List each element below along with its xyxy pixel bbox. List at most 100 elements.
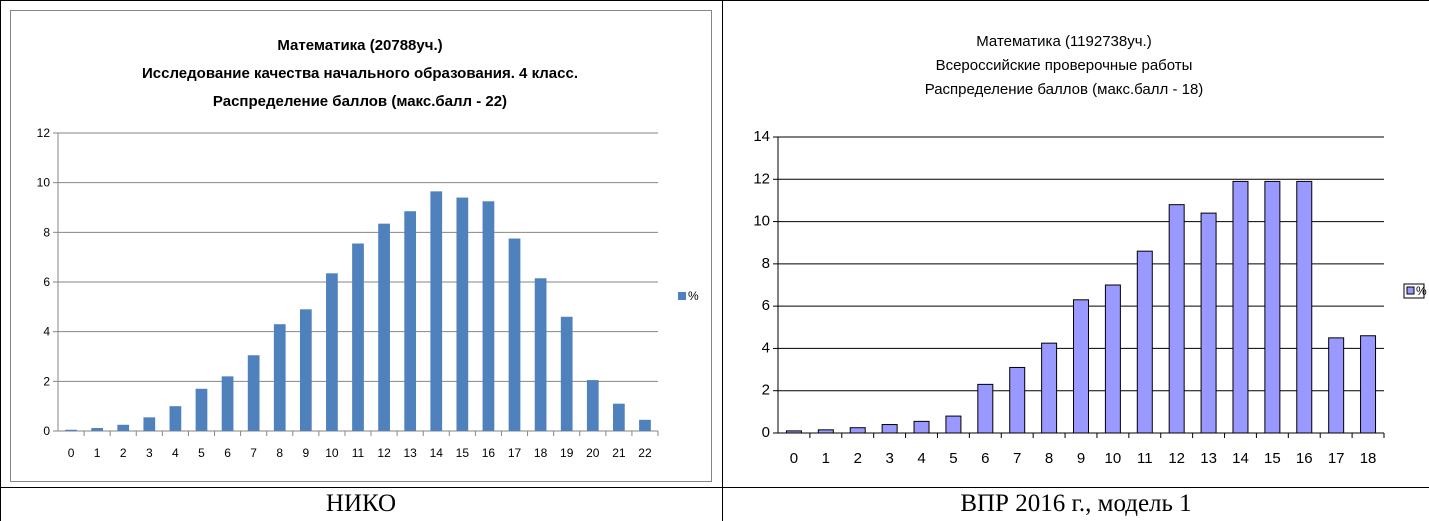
y-tick-label: 0 bbox=[762, 424, 770, 441]
bar bbox=[404, 211, 417, 431]
x-tick-label: 11 bbox=[352, 446, 365, 460]
niko-chart-title-line-3: Распределение баллов (макс.балл - 22) bbox=[213, 93, 507, 110]
bar bbox=[1009, 366, 1026, 434]
niko-chart-title-line-1: Математика (20788уч.) bbox=[277, 37, 442, 54]
x-tick-label: 7 bbox=[250, 446, 257, 460]
x-tick-label: 0 bbox=[68, 446, 75, 460]
niko-chart: Математика (20788уч.) Исследование качес… bbox=[10, 10, 712, 482]
x-tick-label: 16 bbox=[482, 446, 496, 460]
vpr-legend-label: % bbox=[1416, 284, 1427, 298]
x-tick-label: 2 bbox=[854, 450, 862, 467]
x-tick-label: 5 bbox=[198, 446, 205, 460]
x-tick-label: 4 bbox=[917, 450, 925, 467]
x-tick-label: 6 bbox=[981, 450, 989, 467]
bar bbox=[169, 406, 182, 431]
x-tick-label: 17 bbox=[508, 446, 522, 460]
bar bbox=[91, 428, 103, 431]
x-tick-label: 16 bbox=[1296, 450, 1313, 467]
x-tick-label: 9 bbox=[302, 446, 309, 460]
x-tick-label: 20 bbox=[586, 446, 600, 460]
bar bbox=[613, 403, 625, 431]
bar bbox=[1200, 212, 1217, 434]
y-tick-label: 8 bbox=[43, 225, 50, 239]
bar bbox=[881, 424, 898, 434]
x-tick-label: 2 bbox=[120, 446, 127, 460]
bar bbox=[560, 316, 573, 431]
x-tick-label: 19 bbox=[560, 446, 574, 460]
bar bbox=[586, 380, 599, 431]
y-tick-label: 6 bbox=[762, 297, 770, 314]
bar bbox=[639, 419, 651, 431]
caption-niko: НИКО bbox=[325, 490, 397, 517]
niko-chart-title-line-2: Исследование качества начального образов… bbox=[142, 65, 578, 82]
y-tick-label: 12 bbox=[37, 126, 51, 140]
bar bbox=[221, 376, 234, 431]
y-tick-label: 10 bbox=[753, 213, 770, 230]
x-tick-label: 8 bbox=[276, 446, 283, 460]
bar bbox=[143, 417, 156, 431]
x-tick-label: 1 bbox=[822, 450, 830, 467]
x-tick-label: 9 bbox=[1077, 450, 1085, 467]
bar bbox=[1360, 335, 1377, 434]
x-tick-label: 6 bbox=[224, 446, 231, 460]
bar bbox=[1168, 204, 1185, 434]
y-tick-label: 4 bbox=[43, 325, 50, 339]
x-tick-label: 10 bbox=[1105, 450, 1122, 467]
bar bbox=[913, 420, 930, 434]
x-tick-label: 18 bbox=[534, 446, 548, 460]
y-tick-label: 12 bbox=[753, 170, 770, 187]
bar bbox=[977, 383, 994, 434]
x-tick-label: 14 bbox=[1232, 450, 1249, 467]
x-tick-label: 3 bbox=[146, 446, 153, 460]
table-divider-vertical bbox=[722, 0, 723, 521]
vpr-chart-title-line-1: Математика (1192738уч.) bbox=[976, 33, 1151, 50]
bar bbox=[1328, 337, 1345, 434]
bar bbox=[326, 273, 338, 431]
table-border-middle bbox=[0, 487, 1429, 488]
x-tick-label: 17 bbox=[1328, 450, 1345, 467]
x-tick-label: 11 bbox=[1137, 450, 1153, 467]
x-tick-label: 12 bbox=[1168, 450, 1185, 467]
bar bbox=[849, 427, 866, 434]
bar bbox=[817, 429, 834, 434]
bar bbox=[1104, 284, 1121, 434]
bar bbox=[195, 388, 208, 431]
vpr-chart-title-line-2: Всероссийские проверочные работы bbox=[936, 57, 1193, 74]
y-tick-label: 2 bbox=[43, 374, 50, 388]
vpr-chart-title-line-3: Распределение баллов (макс.балл - 18) bbox=[925, 81, 1204, 98]
x-tick-label: 14 bbox=[430, 446, 444, 460]
bar bbox=[508, 238, 521, 431]
caption-vpr: ВПР 2016 г., модель 1 bbox=[960, 490, 1192, 517]
x-tick-label: 5 bbox=[949, 450, 957, 467]
y-tick-label: 6 bbox=[43, 275, 50, 289]
bar bbox=[430, 191, 443, 431]
y-tick-label: 8 bbox=[762, 255, 770, 272]
y-tick-label: 4 bbox=[762, 339, 770, 356]
x-tick-label: 18 bbox=[1360, 450, 1377, 467]
bar bbox=[456, 197, 469, 431]
bar bbox=[299, 309, 312, 431]
bar bbox=[247, 355, 260, 431]
bar bbox=[1136, 250, 1153, 434]
x-tick-label: 15 bbox=[456, 446, 470, 460]
vpr-chart: Математика (1192738уч.) Всероссийские пр… bbox=[732, 10, 1429, 482]
bar bbox=[1232, 180, 1249, 434]
x-tick-label: 8 bbox=[1045, 450, 1053, 467]
bar bbox=[482, 201, 495, 431]
y-tick-label: 0 bbox=[43, 424, 50, 438]
x-tick-label: 21 bbox=[612, 446, 626, 460]
vpr-legend-swatch bbox=[1406, 286, 1415, 295]
table-border-left bbox=[0, 0, 1, 521]
bar bbox=[1041, 342, 1058, 434]
x-tick-label: 12 bbox=[377, 446, 391, 460]
x-tick-label: 0 bbox=[790, 450, 798, 467]
x-tick-label: 3 bbox=[885, 450, 893, 467]
x-tick-label: 13 bbox=[403, 446, 417, 460]
bar bbox=[785, 430, 802, 434]
x-tick-label: 1 bbox=[94, 446, 101, 460]
y-tick-label: 10 bbox=[37, 176, 51, 190]
bar bbox=[117, 424, 130, 431]
vpr-chart-svg: Математика (1192738уч.) Всероссийские пр… bbox=[753, 33, 1427, 467]
y-tick-label: 2 bbox=[762, 382, 770, 399]
